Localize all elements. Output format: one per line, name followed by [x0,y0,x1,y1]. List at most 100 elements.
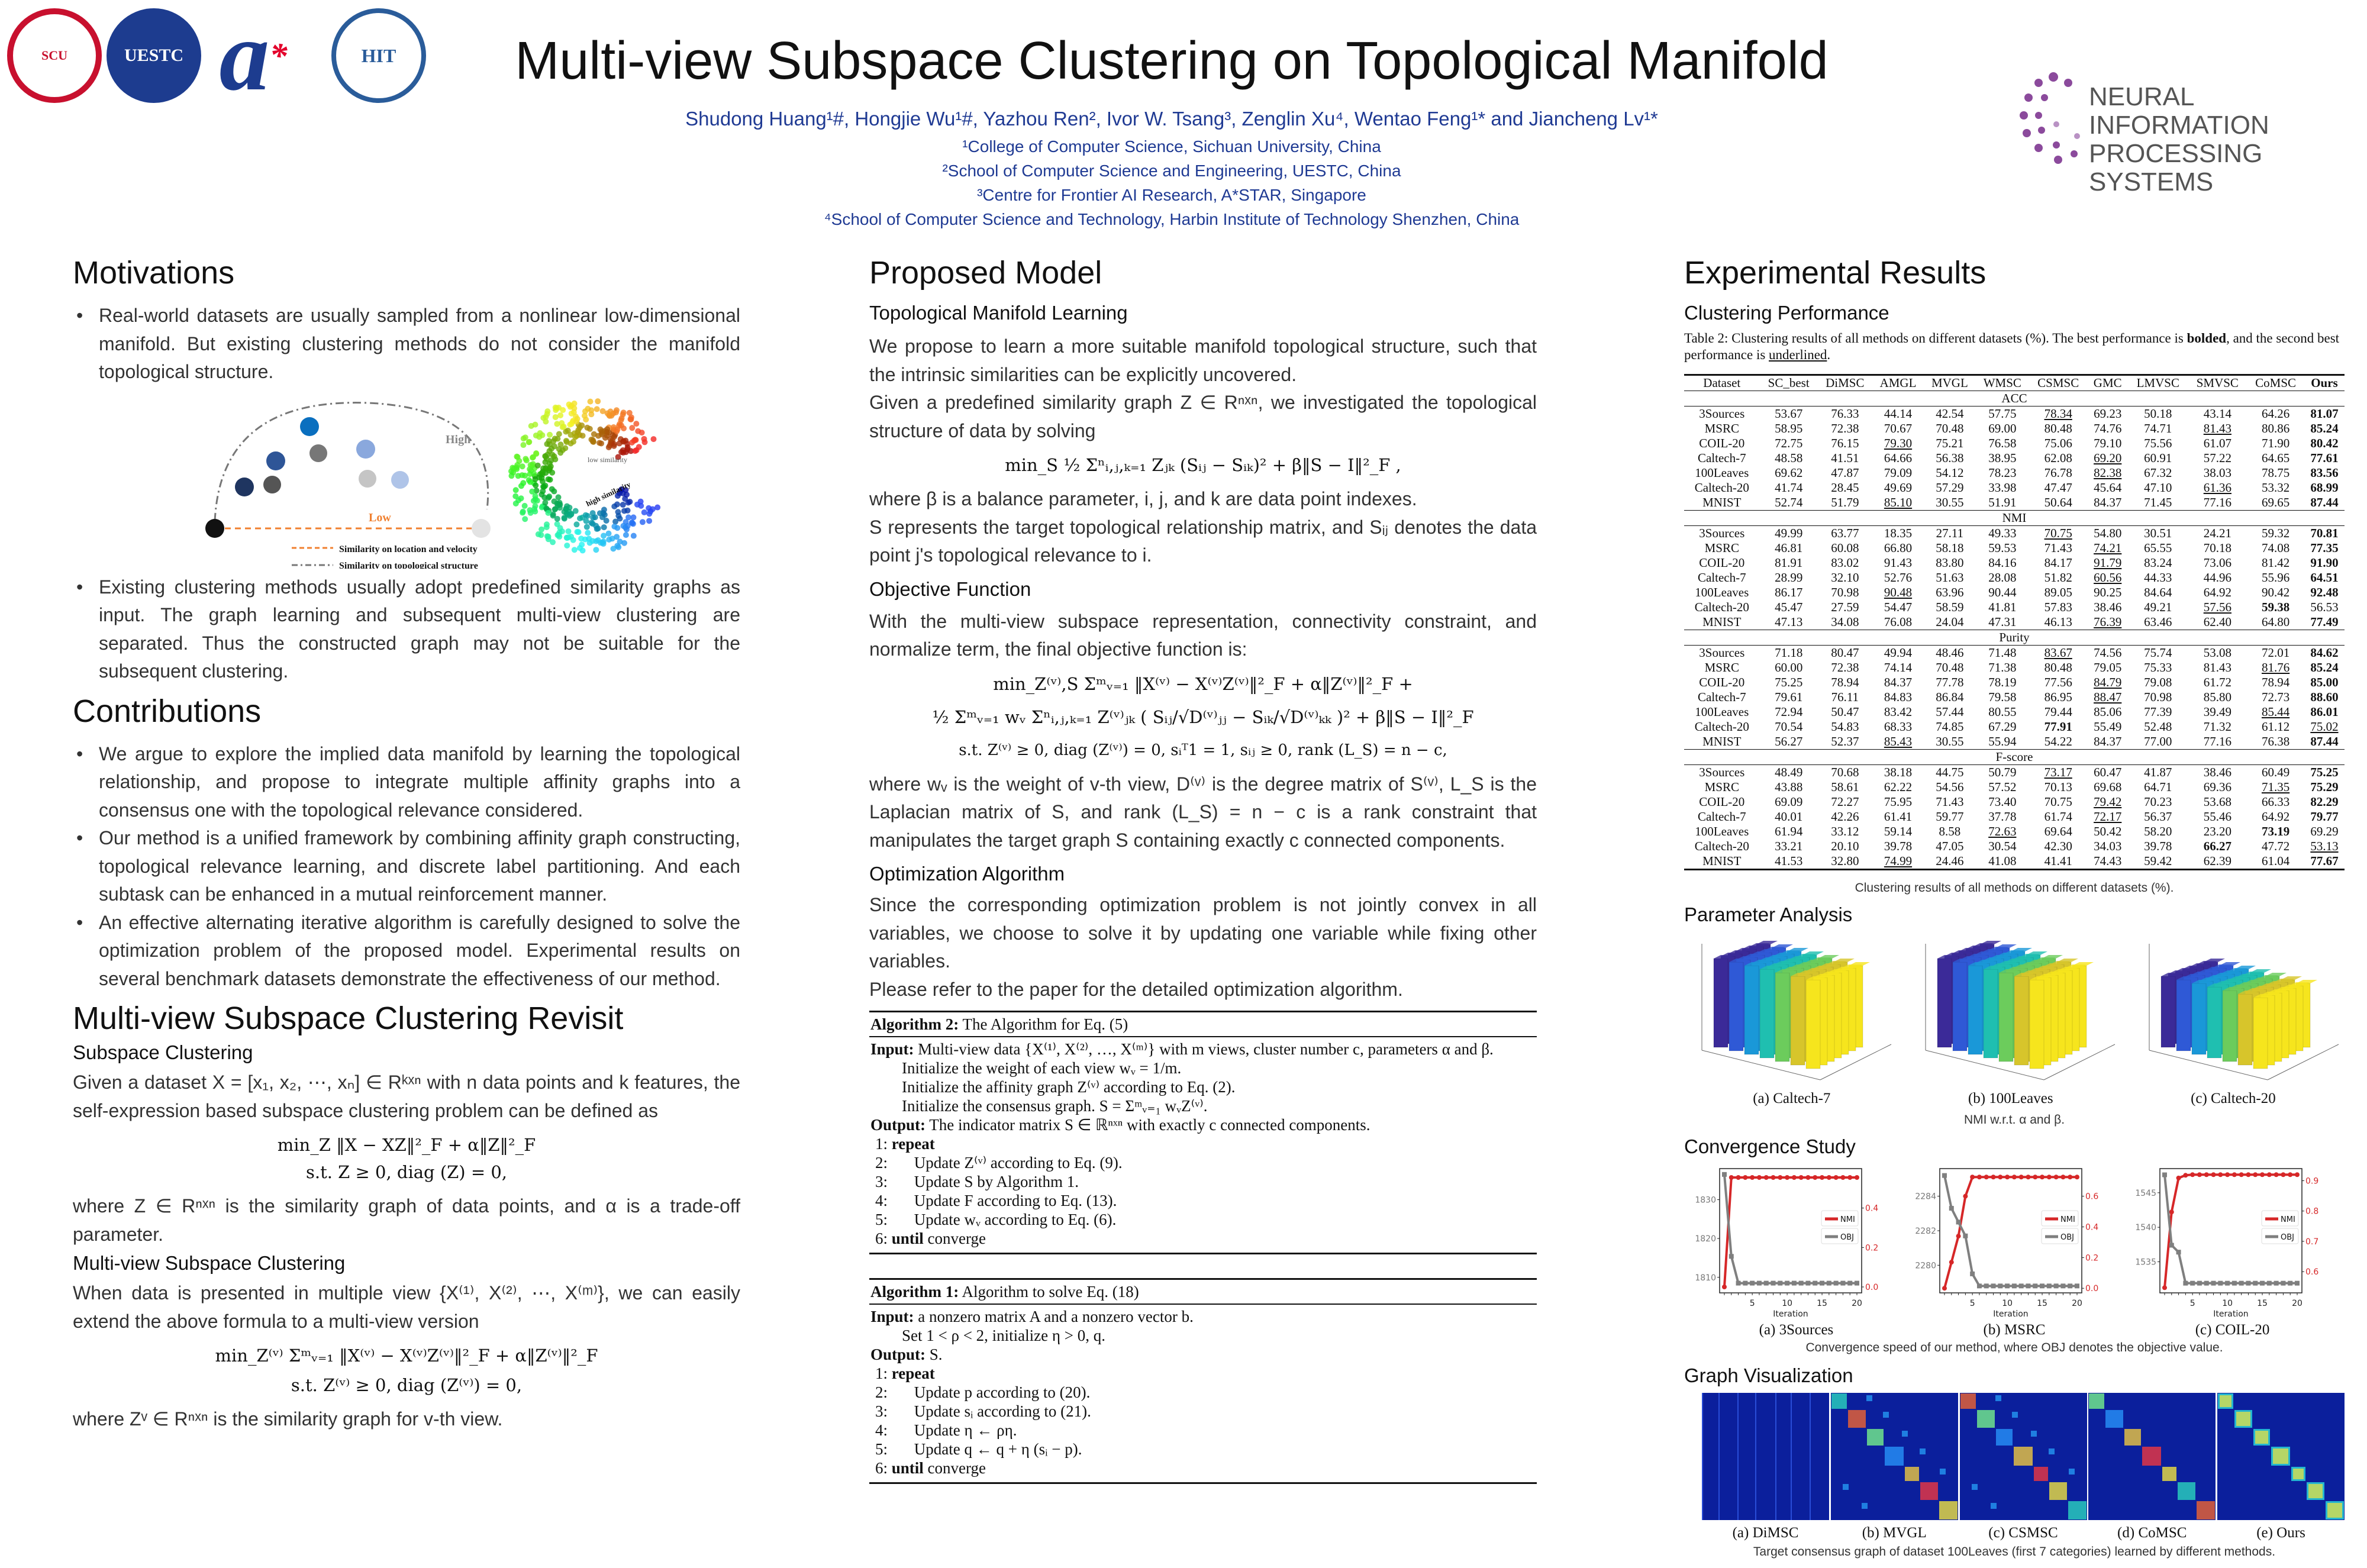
heatmap-block-core [2236,1412,2250,1426]
scatter-point [523,455,529,462]
value-cell: 77.67 [2310,854,2339,868]
value-cell: 8.58 [1939,824,1961,838]
heatmap-noise [2030,1431,2037,1437]
nmi-point [1956,1234,1961,1239]
algorithm-title: Algorithm 1: Algorithm to solve Eq. (18) [869,1280,1537,1305]
value-cell: 48.58 [1775,451,1803,465]
neurips-dots-icon [2020,72,2080,164]
obj-point [2246,1280,2251,1286]
value-cell: 80.48 [2044,660,2072,675]
dataset-cell: COIL-20 [1699,675,1745,689]
table-caption: Table 2: Clustering results of all metho… [1684,330,2345,363]
value-cell: 69.09 [1775,795,1803,809]
manifold-figure: High Low Similarity on location and velo… [73,391,740,571]
right-tick-label: 0.0 [2085,1284,2098,1293]
legend-label: NMI [1840,1215,1855,1224]
parameter-bar-top [2223,987,2244,991]
nmi-point [2190,1172,2195,1177]
value-cell: 76.78 [2044,466,2072,480]
value-cell: 74.71 [2144,421,2172,435]
scatter-point [531,505,538,512]
algorithm-init-line: Initialize the weight of each view wᵥ = … [902,1059,1182,1077]
scatter-point [563,437,569,444]
dataset-cell: Caltech-7 [1697,809,1746,824]
value-cell: 77.00 [2144,734,2172,748]
value-cell: 62.40 [2203,615,2231,629]
scatter-point [565,534,572,540]
scatter-point [543,453,549,459]
value-cell: 33.12 [1831,824,1859,838]
obj-point [2231,1280,2237,1286]
scatter-point [547,463,554,469]
scatter-point [573,521,580,527]
heatmap-noise [1939,1469,1946,1475]
value-cell: 90.42 [2261,585,2290,599]
heatmap-block [2105,1410,2124,1428]
nmi-point [1743,1175,1748,1180]
value-cell: 57.44 [1936,705,1964,719]
table-row: COIL-20 75.25 78.94 84.37 77.78 78.19 77.56 84.… [1684,675,2345,690]
nmi-point [2040,1175,2045,1180]
table-row: MNIST 47.13 34.08 76.08 24.04 47.31 46.13 76.39… [1684,615,2345,630]
scatter-point [550,538,556,545]
value-cell: 77.78 [1936,675,1964,689]
value-cell: 34.03 [2094,839,2122,853]
value-cell: 61.41 [1884,809,1913,824]
value-cell: 58.20 [2144,824,2172,838]
dataset-cell: 100Leaves [1695,824,1749,838]
value-cell: 72.01 [2261,646,2290,660]
x-tick-label: 20 [1852,1299,1862,1308]
value-cell: 50.42 [2094,824,2122,838]
poster-title: Multi-view Subspace Clustering on Topolo… [515,31,1829,91]
nmi-point [1976,1175,1982,1180]
value-cell: 74.08 [2261,541,2290,555]
obj-point [1743,1280,1748,1286]
value-cell: 64.51 [2310,570,2339,585]
heatmap-block [2162,1467,2177,1481]
obj-point [2183,1280,2188,1286]
value-cell: 79.58 [1988,690,2017,704]
value-cell: 52.37 [1831,734,1859,748]
nmi-point [2046,1175,2052,1180]
value-cell: 80.48 [2044,421,2072,435]
nmi-point [2295,1172,2300,1177]
algorithm-step: 5: Update wᵥ according to Eq. (6). [869,1210,1537,1229]
dataset-cell: MNIST [1702,495,1742,509]
value-cell: 58.61 [1831,780,1859,794]
step-number: 4: [875,1192,888,1209]
value-cell: 61.04 [2261,854,2290,868]
value-cell: 23.20 [2203,824,2231,838]
value-cell: 64.71 [2144,780,2172,794]
heatmap-noise [1861,1503,1868,1509]
scatter-point [601,524,607,530]
right-tick-label: 0.2 [1865,1243,1878,1253]
nmi-point [1729,1175,1734,1180]
value-cell: 81.43 [2203,421,2231,435]
value-cell: 72.94 [1775,705,1803,719]
value-cell: 41.53 [1775,854,1803,868]
scatter-point [542,482,549,489]
algorithm-input: Input: Multi-view data {X⁽¹⁾, X⁽²⁾, …, X… [869,1037,1537,1059]
obj-point [2018,1283,2024,1289]
parameter-bar [1983,969,1998,1059]
scatter-point [554,515,560,522]
heatmap-block-core [2255,1431,2268,1444]
value-cell: 85.44 [2261,705,2290,719]
obj-point [2253,1280,2258,1286]
value-cell: 50.18 [2144,406,2172,421]
heatmap-background [1702,1393,1829,1520]
nmi-point [2176,1175,2181,1180]
scatter-point [538,531,544,538]
scatter-point [568,402,575,408]
value-cell: 27.59 [1831,600,1859,614]
left-tick-label: 2282 [1915,1227,1936,1236]
heatmap-block [1866,1429,1884,1446]
value-cell: 77.56 [2044,675,2072,689]
value-cell: 84.62 [2310,646,2339,660]
value-cell: 86.84 [1936,690,1964,704]
scatter-point [641,509,647,515]
value-cell: 56.38 [1936,451,1964,465]
convergence-chart-msrc: 5 10 15 20 Iteration 2280 2282 2284 0.0 0.2 0.4 0.6… [1915,1168,2098,1319]
nmi-point [1963,1193,1968,1199]
value-cell: 53.68 [2203,795,2231,809]
